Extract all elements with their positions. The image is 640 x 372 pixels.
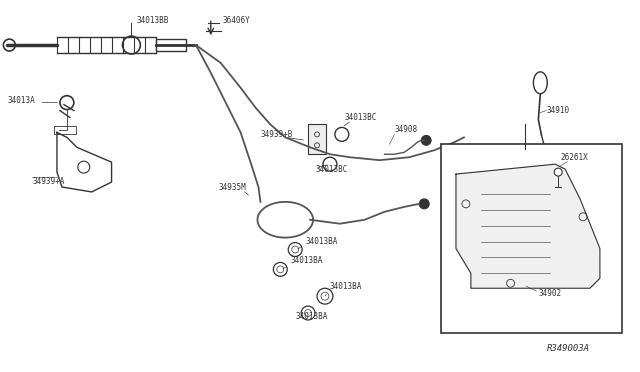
Text: 34013BC: 34013BC: [315, 165, 348, 174]
Text: 34902: 34902: [538, 289, 561, 298]
Text: 34939+A: 34939+A: [32, 177, 65, 186]
Ellipse shape: [533, 72, 547, 94]
Text: 34013BB: 34013BB: [136, 16, 169, 25]
Text: 34939+B: 34939+B: [260, 130, 293, 140]
Bar: [308, 125, 326, 154]
Text: 34908: 34908: [394, 125, 417, 134]
Circle shape: [419, 199, 429, 209]
Text: 34910: 34910: [547, 106, 570, 115]
Polygon shape: [456, 164, 600, 288]
Text: 34013BA: 34013BA: [295, 312, 328, 321]
Text: 34013BC: 34013BC: [345, 113, 377, 122]
Bar: [54, 126, 76, 134]
Text: 26261X: 26261X: [560, 153, 588, 162]
Text: 34013A: 34013A: [7, 96, 35, 105]
Text: R349003A: R349003A: [547, 344, 590, 353]
Text: 34013BA: 34013BA: [290, 256, 323, 265]
Text: 34935M: 34935M: [219, 183, 246, 192]
Text: 36406Y: 36406Y: [223, 16, 250, 25]
Bar: [441, 144, 621, 333]
Circle shape: [421, 135, 431, 145]
Bar: [156, 39, 186, 51]
Circle shape: [554, 168, 562, 176]
Text: 34013BA: 34013BA: [330, 282, 362, 291]
Text: 34013BA: 34013BA: [305, 237, 337, 246]
